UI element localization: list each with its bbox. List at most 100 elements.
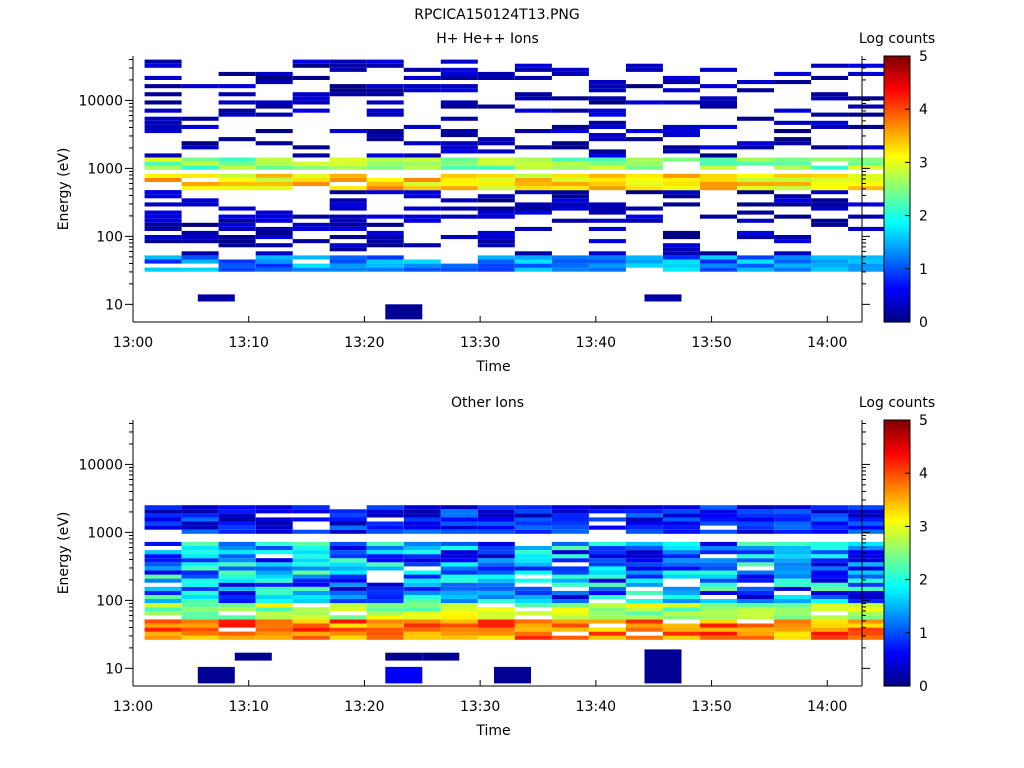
- heatmap-cell: [625, 165, 663, 170]
- heatmap-cell: [144, 525, 182, 530]
- heatmap-cell: [848, 182, 886, 187]
- heatmap-cell: [218, 186, 256, 191]
- heatmap-cell: [477, 198, 515, 203]
- heatmap-cell: [737, 235, 774, 240]
- heatmap-cell: [700, 529, 737, 534]
- heatmap-cell: [366, 182, 404, 187]
- heatmap-cell: [440, 67, 478, 72]
- heatmap-cell: [737, 145, 774, 150]
- heatmap-cell: [848, 509, 886, 514]
- heatmap-cell: [255, 635, 293, 640]
- heatmap-cell: [440, 133, 478, 138]
- heatmap-cell: [403, 594, 441, 599]
- colorbar-segment: [884, 616, 910, 621]
- heatmap-cell: [181, 157, 219, 162]
- heatmap-cell: [255, 80, 293, 85]
- heatmap-cell: [737, 218, 774, 223]
- heatmap-cell: [700, 505, 737, 510]
- heatmap-cell: [663, 586, 700, 591]
- heatmap-cell: [403, 586, 441, 591]
- heatmap-cell: [551, 157, 589, 162]
- colorbar-segment: [884, 632, 910, 637]
- heatmap-cell: [774, 108, 812, 113]
- heatmap-cell: [477, 590, 515, 595]
- heatmap-cell: [663, 235, 700, 240]
- heatmap-cell: [477, 594, 515, 599]
- heatmap-cell: [588, 165, 626, 170]
- heatmap-cell: [477, 259, 515, 264]
- heatmap-cell: [477, 177, 515, 182]
- heatmap-cell: [255, 599, 293, 604]
- heatmap-cell: [811, 75, 849, 80]
- heatmap-cell: [181, 255, 219, 260]
- heatmap-cell: [477, 562, 515, 567]
- colorbar-segment: [884, 664, 910, 668]
- heatmap-cell: [366, 157, 404, 162]
- heatmap-cell: [848, 63, 886, 68]
- heatmap-cell: [588, 615, 626, 620]
- heatmap-cell: [255, 129, 293, 134]
- heatmap-cell: [366, 161, 404, 166]
- heatmap-cell: [514, 186, 552, 191]
- heatmap-cell: [848, 554, 886, 559]
- heatmap-cell: [366, 566, 404, 571]
- colorbar-segment: [884, 191, 910, 195]
- heatmap-cell: [218, 631, 256, 636]
- colorbar-segment: [884, 505, 910, 509]
- heatmap-cell: [700, 582, 737, 587]
- heatmap-cell: [292, 214, 330, 219]
- colorbar-segment: [884, 523, 910, 527]
- x-tick-label: 13:00: [113, 699, 153, 715]
- heatmap-cell: [329, 525, 367, 530]
- heatmap-cell: [218, 505, 256, 510]
- heatmap-cell: [551, 141, 589, 146]
- heatmap-cell: [329, 513, 367, 518]
- heatmap-cell: [440, 619, 478, 624]
- heatmap-cell: [255, 631, 293, 636]
- heatmap-cell: [588, 100, 626, 105]
- colorbar-segment: [884, 157, 910, 161]
- heatmap-cell: [440, 182, 478, 187]
- heatmap-cell: [588, 263, 626, 268]
- heatmap-cell: [403, 88, 441, 93]
- colorbar-segment: [884, 260, 910, 265]
- heatmap-cell: [477, 267, 515, 272]
- heatmap-cell: [848, 607, 886, 612]
- heatmap-cell: [329, 582, 367, 587]
- colorbar-segment: [884, 284, 910, 289]
- heatmap-cell: [774, 509, 812, 514]
- heatmap-cell: [663, 631, 700, 636]
- colorbar-segment: [884, 274, 910, 278]
- heatmap-cell: [514, 251, 552, 256]
- heatmap-cell: [737, 230, 774, 235]
- heatmap-cells: [144, 59, 886, 320]
- heatmap-cell: [737, 521, 774, 526]
- heatmap-cell: [329, 635, 367, 640]
- heatmap-cell: [144, 84, 182, 89]
- colorbar-segment: [884, 513, 910, 517]
- heatmap-cell: [218, 177, 256, 182]
- heatmap-cell: [366, 100, 404, 105]
- heatmap-cell: [514, 63, 552, 68]
- heatmap-cell: [366, 521, 404, 526]
- heatmap-cell: [181, 554, 219, 559]
- heatmap-cell: [625, 67, 663, 72]
- heatmap-cell: [811, 599, 849, 604]
- colorbar-segment: [884, 603, 910, 607]
- heatmap-cell: [625, 554, 663, 559]
- heatmap-cell: [144, 108, 182, 113]
- heatmap-cell: [292, 623, 330, 628]
- heatmap-cell: [255, 243, 293, 248]
- heatmap-cell: [625, 611, 663, 616]
- heatmap-cell: [588, 153, 626, 158]
- heatmap-cell: [440, 590, 478, 595]
- heatmap-cell: [663, 149, 700, 154]
- heatmap-cell: [737, 186, 774, 191]
- heatmap-cell: [774, 235, 812, 240]
- heatmap-cell: [144, 239, 182, 244]
- heatmap-cell: [144, 550, 182, 555]
- heatmap-cell: [329, 550, 367, 555]
- colorbar-segment: [884, 130, 910, 134]
- heatmap-cell: [440, 546, 478, 551]
- heatmap-cell: [218, 222, 256, 227]
